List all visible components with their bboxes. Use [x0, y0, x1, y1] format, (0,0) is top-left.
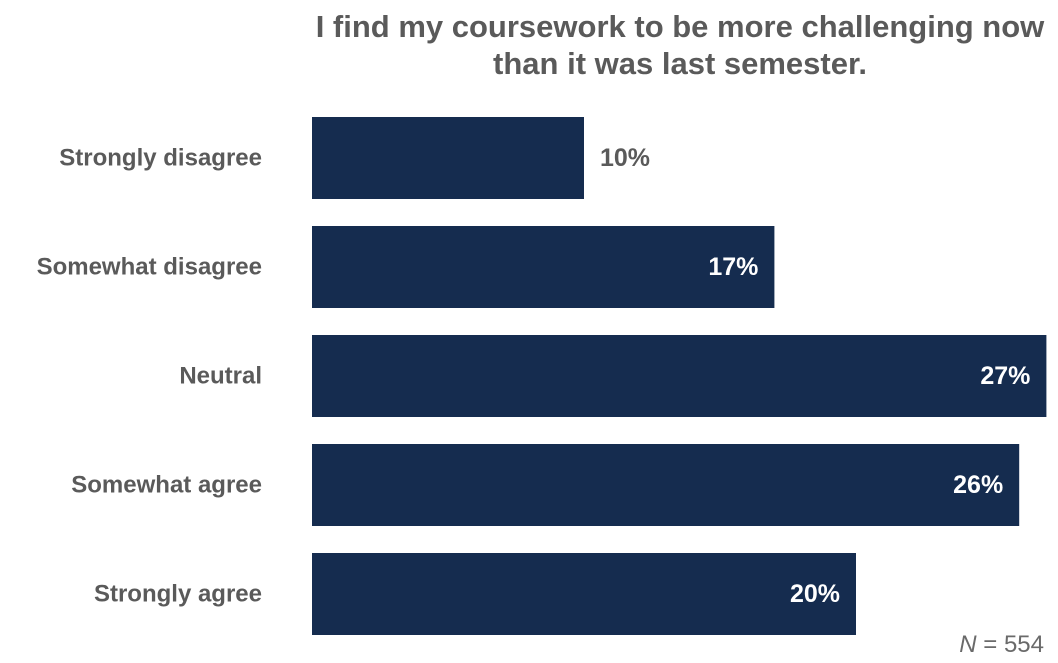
bar — [312, 335, 1047, 417]
value-label: 10% — [600, 144, 650, 172]
category-label: Strongly disagree — [59, 145, 262, 172]
sample-size-variable: N — [959, 631, 977, 658]
category-label: Strongly agree — [94, 581, 262, 608]
sample-size-note: N = 554 — [959, 631, 1044, 659]
bar — [312, 226, 775, 308]
sample-size-value: 554 — [1003, 631, 1044, 658]
bar — [312, 553, 856, 635]
value-label: 27% — [980, 362, 1030, 390]
category-label: Neutral — [179, 363, 262, 390]
bar — [312, 117, 584, 199]
category-label: Somewhat disagree — [37, 254, 262, 281]
value-label: 17% — [708, 253, 758, 281]
chart-title-line-2: than it was last semester. — [493, 46, 867, 81]
sample-size-equals: = — [976, 631, 1004, 658]
value-label: 20% — [790, 580, 840, 608]
bar — [312, 444, 1020, 526]
chart-title-line-1: I find my coursework to be more challeng… — [315, 9, 1045, 44]
chart-title: I find my coursework to be more challeng… — [300, 8, 1058, 82]
value-label: 26% — [953, 471, 1003, 499]
category-label: Somewhat agree — [71, 472, 262, 499]
